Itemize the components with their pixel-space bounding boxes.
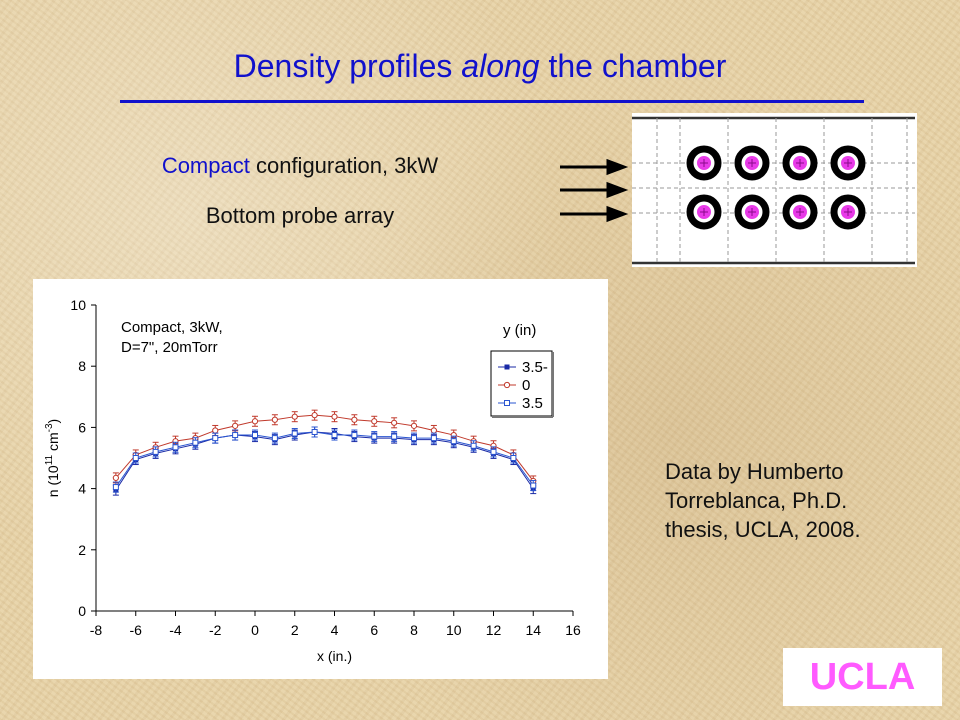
data-point <box>410 422 418 429</box>
data-point <box>251 418 259 425</box>
data-point <box>311 428 318 435</box>
title-underline <box>120 100 864 103</box>
ucla-logo: UCLA <box>783 648 942 706</box>
y-tick-label: 8 <box>78 358 86 374</box>
series-2 <box>112 426 537 493</box>
data-point <box>311 412 318 419</box>
data-point <box>271 435 278 442</box>
data-point <box>331 432 338 439</box>
configuration-label: Compact configuration, 3kW <box>161 153 439 178</box>
y-tick-label: 10 <box>70 297 86 313</box>
x-tick-label: -8 <box>90 622 103 638</box>
data-point <box>271 416 278 423</box>
probe-arrows <box>560 158 629 223</box>
y-axis-label: n (1011 cm-3) <box>44 419 61 497</box>
x-axis-label: x (in.) <box>317 648 352 664</box>
x-tick-label: -4 <box>169 622 182 638</box>
legend-entry: 3.5 <box>522 395 543 412</box>
chart-annotation: D=7", 20mTorr <box>121 339 218 356</box>
data-point <box>252 432 258 439</box>
legend-entry: 3.5- <box>522 359 548 376</box>
x-tick-label: 6 <box>370 622 378 638</box>
x-tick-label: 0 <box>251 622 259 638</box>
credit-line: Data by Humberto <box>665 459 844 484</box>
legend-title: y (in) <box>503 322 536 339</box>
credit-line: thesis, UCLA, 2008. <box>665 517 861 542</box>
chart-panel: 0 2 4 6 8 10 -8 -6 -4 -2 0 2 4 6 8 10 12 14 16 x (in.) n (10… <box>33 279 608 679</box>
x-tick-label: 12 <box>486 622 502 638</box>
y-tick-label: 2 <box>78 542 86 558</box>
data-point <box>112 474 119 481</box>
data-point <box>291 413 298 420</box>
data-point <box>232 432 239 439</box>
series-line <box>115 431 534 491</box>
data-point <box>172 444 179 451</box>
data-point <box>450 438 457 445</box>
data-point <box>371 433 378 440</box>
data-point <box>530 482 537 489</box>
data-point <box>192 439 199 446</box>
slide-title: Density profiles along the chamber <box>233 48 727 84</box>
data-point <box>351 432 358 439</box>
magnet-rings <box>686 145 866 230</box>
legend-swatch-marker <box>503 381 511 389</box>
data-point <box>212 435 219 442</box>
probe-array-label: Bottom probe array <box>205 203 395 228</box>
data-point <box>391 419 398 426</box>
density-profile-chart: 0 2 4 6 8 10 -8 -6 -4 -2 0 2 4 6 8 10 12 14 16 x (in.) n (10… <box>44 297 581 664</box>
data-point <box>232 422 239 429</box>
series-line <box>115 431 534 488</box>
credit-line: Torreblanca, Ph.D. <box>665 488 848 513</box>
diagram-grid <box>632 118 915 263</box>
data-point <box>430 435 437 442</box>
data-point <box>152 448 159 455</box>
data-point <box>470 442 477 449</box>
x-tick-label: -6 <box>130 622 143 638</box>
data-point <box>212 427 219 434</box>
data-point <box>132 455 139 461</box>
data-point <box>510 455 517 461</box>
x-tick-label: 4 <box>331 622 339 638</box>
data-point <box>371 418 378 425</box>
y-tick-label: 6 <box>78 419 86 435</box>
series-0 <box>112 426 537 496</box>
probe-layout-diagram <box>560 113 917 267</box>
data-point <box>411 435 417 442</box>
data-point <box>351 416 358 423</box>
x-tick-label: 14 <box>525 622 541 638</box>
legend-swatch-marker <box>504 364 510 370</box>
data-point <box>112 484 119 491</box>
x-tick-label: -2 <box>209 622 222 638</box>
series-line <box>115 414 534 482</box>
data-point <box>331 413 338 420</box>
y-tick-label: 4 <box>78 481 86 497</box>
legend-swatch-marker <box>504 400 510 406</box>
x-tick-label: 10 <box>446 622 462 638</box>
data-point <box>430 427 437 434</box>
y-tick-label: 0 <box>78 603 86 619</box>
x-tick-label: 2 <box>291 622 299 638</box>
x-tick-label: 16 <box>565 622 581 638</box>
chart-annotation: Compact, 3kW, <box>121 319 223 336</box>
x-tick-label: 8 <box>410 622 418 638</box>
diagram-background <box>632 113 917 267</box>
data-credit: Data by Humberto Torreblanca, Ph.D. thes… <box>665 457 925 544</box>
data-point <box>291 430 298 437</box>
data-point <box>391 433 398 440</box>
data-point <box>490 448 497 455</box>
legend-entry: 0 <box>522 377 530 394</box>
